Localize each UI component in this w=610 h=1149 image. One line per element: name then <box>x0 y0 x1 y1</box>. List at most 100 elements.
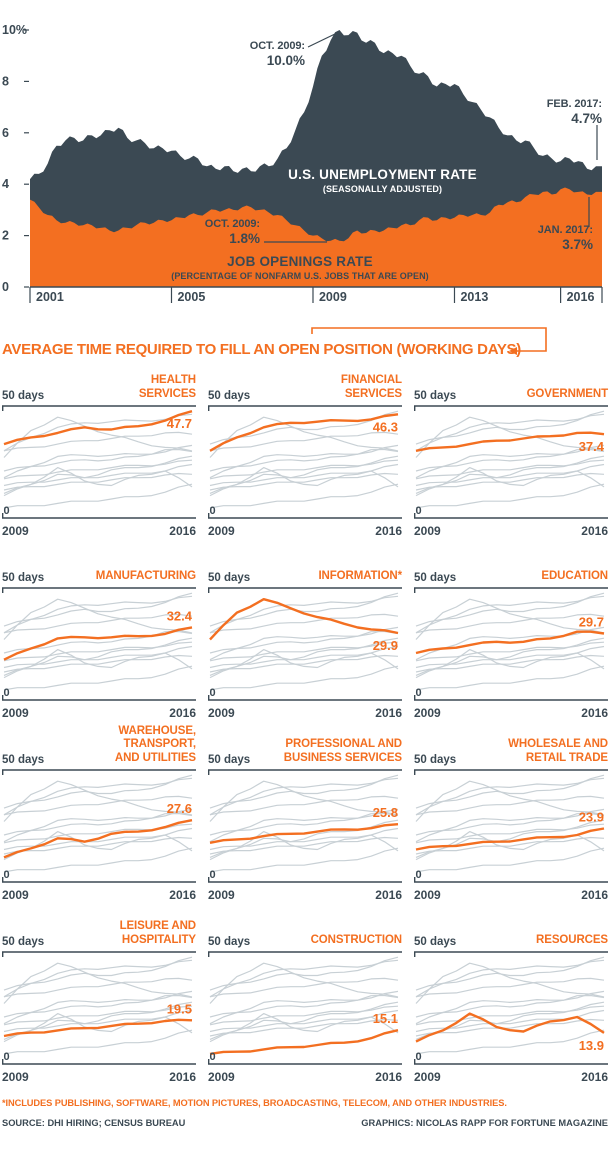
x-axis-end-label: 2016 <box>375 524 402 538</box>
x-axis-start-label: 2009 <box>414 524 441 538</box>
panel-chart-svg: 025.8 <box>208 769 402 883</box>
background-series-line <box>415 847 605 873</box>
background-series-line <box>415 665 605 691</box>
panel-header: 50 days LEISURE AND HOSPITALITY <box>2 918 196 950</box>
background-series-line <box>3 654 193 673</box>
background-series-line <box>209 847 399 873</box>
y-tick-label: 0 <box>2 280 9 294</box>
background-series-line <box>415 459 605 480</box>
panel-header: 50 days WAREHOUSE, TRANSPORT, AND UTILIT… <box>2 725 196 768</box>
annotation-date: OCT. 2009: <box>204 218 260 230</box>
background-series-line <box>3 959 193 998</box>
background-series-line <box>415 990 605 1025</box>
panel-title: PROFESSIONAL AND BUSINESS SERVICES <box>283 738 402 765</box>
panel-x-axis: 2009 2016 <box>208 1070 402 1084</box>
x-tick-label: 2009 <box>319 290 347 304</box>
x-axis-end-label: 2016 <box>581 888 608 902</box>
background-series-line <box>209 962 399 1004</box>
background-series-line <box>209 630 399 654</box>
background-series-line <box>415 780 605 822</box>
panel-header: 50 days GOVERNMENT <box>414 372 608 404</box>
background-series-line <box>415 472 605 491</box>
background-series-line <box>415 483 605 509</box>
background-series-line <box>3 459 193 480</box>
panel-title: INFORMATION* <box>318 570 402 583</box>
background-series-line <box>415 613 605 634</box>
background-series-line <box>415 977 605 998</box>
panel-title: WHOLESALE AND RETAIL TRADE <box>508 738 608 765</box>
background-series-line <box>3 812 193 836</box>
panel-value-label: 47.7 <box>167 416 192 431</box>
panel-chart-svg: 029.9 <box>208 587 402 701</box>
highlight-series-line <box>415 431 605 452</box>
panel-value-label: 23.9 <box>579 810 604 825</box>
background-series-line <box>3 1012 193 1043</box>
y-axis-zero-label: 0 <box>210 1051 216 1063</box>
background-series-line <box>415 1029 605 1055</box>
y-tick-label: 4 <box>2 177 9 191</box>
source-credit: SOURCE: DHI HIRING; CENSUS BUREAU <box>2 1118 186 1128</box>
background-series-line <box>415 994 605 1018</box>
y-axis-top-label: 50 days <box>414 754 457 766</box>
background-series-line <box>209 613 399 634</box>
background-series-line <box>209 626 399 661</box>
background-series-line <box>3 483 193 509</box>
annotation-openings-low: OCT. 2009: 1.8% <box>108 218 260 246</box>
background-series-line <box>209 959 399 998</box>
panel-title: RESOURCES <box>536 934 608 947</box>
y-axis-zero-label: 0 <box>4 505 10 517</box>
background-series-line <box>3 598 193 640</box>
background-series-line <box>209 1005 399 1026</box>
x-axis-end-label: 2016 <box>581 706 608 720</box>
background-series-line <box>3 1005 193 1026</box>
industry-panel: 50 days EDUCATION 0 29.7 2009 2016 <box>414 554 608 720</box>
background-series-line <box>209 448 399 472</box>
background-series-line <box>3 808 193 843</box>
y-tick-label: 8 <box>2 74 9 88</box>
panel-value-label: 29.7 <box>579 615 604 630</box>
background-series-line <box>415 641 605 662</box>
industry-panel: 50 days WAREHOUSE, TRANSPORT, AND UTILIT… <box>2 725 196 902</box>
industry-panel: 50 days HEALTH SERVICES 0 47.7 2009 2016 <box>2 372 196 538</box>
background-series-line <box>209 654 399 673</box>
y-axis-top-label: 50 days <box>414 390 457 402</box>
panel-chart-svg: 032.4 <box>2 587 196 701</box>
annotation-value: 3.7% <box>562 236 593 252</box>
background-series-line <box>209 812 399 836</box>
panel-x-axis: 2009 2016 <box>414 888 608 902</box>
industry-panel: 50 days MANUFACTURING 0 32.4 2009 2016 <box>2 554 196 720</box>
background-series-line <box>209 777 399 816</box>
background-series-line <box>415 416 605 458</box>
background-series-line <box>415 592 605 627</box>
industry-panel: 50 days PROFESSIONAL AND BUSINESS SERVIC… <box>208 736 402 902</box>
background-series-line <box>415 812 605 836</box>
background-series-line <box>3 990 193 1025</box>
background-series-line <box>415 654 605 673</box>
panel-chart-svg: 013.9 <box>414 951 608 1065</box>
openings-series-label: JOB OPENINGS RATE (PERCENTAGE OF NONFARM… <box>165 254 435 282</box>
credits-row: SOURCE: DHI HIRING; CENSUS BUREAU GRAPHI… <box>2 1118 608 1128</box>
background-series-line <box>3 641 193 662</box>
y-tick-label: 2 <box>2 229 9 243</box>
y-axis-zero-label: 0 <box>210 505 216 517</box>
background-series-line <box>209 466 399 497</box>
background-series-line <box>415 413 605 452</box>
background-series-line <box>209 780 399 822</box>
panel-title: CONSTRUCTION <box>310 934 403 947</box>
background-series-line <box>3 648 193 679</box>
highlight-series-line <box>3 1018 193 1038</box>
panel-value-label: 46.3 <box>373 419 398 434</box>
background-series-line <box>3 774 193 809</box>
panel-chart-svg: 047.7 <box>2 405 196 519</box>
x-axis-start-label: 2009 <box>2 524 29 538</box>
background-series-line <box>3 444 193 479</box>
panel-title: MANUFACTURING <box>95 570 196 583</box>
background-series-line <box>415 444 605 479</box>
annotation-openings-end: JAN. 2017: 3.7% <box>445 224 593 252</box>
annotation-connector <box>307 32 338 48</box>
background-series-line <box>415 823 605 844</box>
panel-chart-svg: 046.3 <box>208 405 402 519</box>
y-axis-top-label: 50 days <box>2 754 45 766</box>
y-axis-zero-label: 0 <box>4 1051 10 1063</box>
x-axis-start-label: 2009 <box>414 706 441 720</box>
